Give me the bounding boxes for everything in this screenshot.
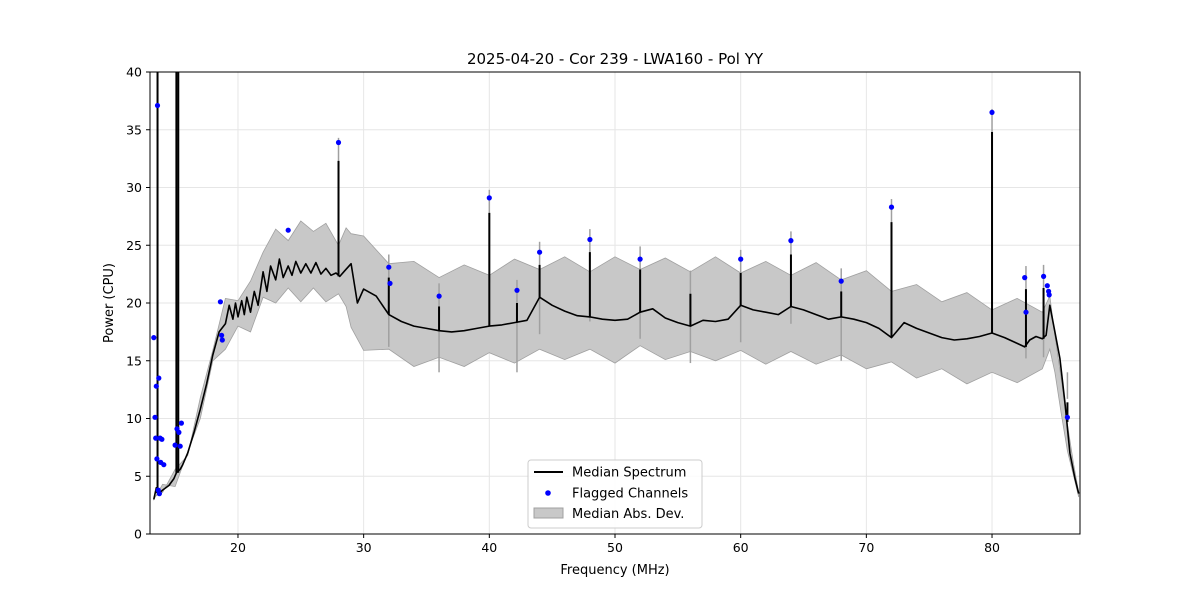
flagged-channel-point: [1022, 275, 1028, 281]
flagged-channel-point: [153, 383, 159, 389]
legend-mad-swatch: [533, 507, 564, 519]
median-spectrum-line: [153, 258, 1080, 500]
flagged-channel-point: [514, 287, 520, 293]
flag-layer: [151, 102, 1070, 497]
y-tick-label: 0: [134, 527, 142, 542]
flagged-channel-point: [176, 429, 182, 435]
x-tick-label: 70: [858, 540, 874, 555]
flagged-channel-point: [285, 227, 291, 233]
flagged-channel-point: [161, 462, 167, 468]
legend-flagged-label: Flagged Channels: [572, 487, 688, 502]
y-tick-label: 40: [126, 65, 142, 80]
y-axis-label: Power (CPU): [102, 263, 117, 343]
flagged-channel-point: [386, 264, 392, 270]
y-tick-label: 10: [126, 411, 142, 426]
flagged-channel-point: [1041, 273, 1047, 279]
flagged-channel-point: [637, 256, 643, 262]
flagged-channel-point: [172, 442, 178, 448]
flagged-channel-point: [154, 456, 160, 462]
legend: Median Spectrum Flagged Channels Median …: [527, 459, 703, 529]
y-tick-label: 35: [126, 122, 142, 137]
tick-layer: 20 30 40 50 60 70 80 0 5 10 15 20 25 30 35 40: [126, 65, 1000, 556]
mad-layer: [153, 72, 1080, 501]
flagged-channel-point: [154, 102, 161, 109]
mad-band: [153, 220, 1080, 501]
flagged-channel-point: [888, 204, 895, 210]
flagged-channel-point: [335, 139, 342, 146]
x-tick-label: 40: [481, 540, 497, 555]
flagged-channel-point: [486, 195, 492, 201]
x-tick-label: 30: [356, 540, 372, 555]
x-tick-label: 80: [984, 540, 1000, 555]
flagged-channel-point: [178, 420, 184, 426]
flagged-channel-point: [177, 443, 183, 449]
flagged-channel-point: [151, 335, 157, 341]
flagged-channel-point: [156, 491, 162, 497]
flagged-channel-point: [219, 337, 225, 343]
flagged-channel-point: [217, 299, 223, 305]
x-tick-label: 20: [230, 540, 246, 555]
flagged-channel-point: [1046, 292, 1052, 298]
x-tick-label: 50: [607, 540, 623, 555]
legend-flagged-swatch: [545, 490, 551, 496]
y-tick-label: 30: [126, 180, 142, 195]
flagged-channel-point: [838, 278, 844, 284]
flagged-channel-point: [1064, 414, 1070, 420]
y-tick-label: 15: [126, 353, 142, 368]
flagged-channel-point: [587, 236, 593, 243]
flagged-channel-point: [219, 332, 225, 338]
y-tick-label: 25: [126, 238, 142, 253]
flagged-channel-point: [788, 238, 794, 244]
legend-box: [527, 459, 703, 529]
flagged-channel-point: [738, 256, 744, 262]
flagged-channel-point: [152, 414, 158, 420]
flagged-channel-point: [159, 436, 165, 442]
flagged-channel-point: [153, 435, 159, 441]
chart-title: 2025-04-20 - Cor 239 - LWA160 - Pol YY: [467, 50, 764, 68]
y-tick-label: 20: [126, 296, 142, 311]
median-layer: [153, 72, 1080, 500]
legend-mad-label: Median Abs. Dev.: [572, 507, 684, 522]
flagged-channel-point: [387, 280, 393, 286]
y-tick-label: 5: [134, 469, 142, 484]
flagged-channel-point: [1044, 283, 1050, 289]
legend-median-label: Median Spectrum: [572, 466, 686, 481]
x-axis-label: Frequency (MHz): [560, 563, 669, 578]
flagged-channel-point: [156, 375, 162, 381]
flagged-channel-point: [436, 293, 442, 299]
flagged-channel-point: [537, 249, 543, 255]
flagged-channel-point: [1023, 309, 1029, 315]
flagged-channel-point: [989, 109, 995, 115]
x-tick-label: 60: [733, 540, 749, 555]
